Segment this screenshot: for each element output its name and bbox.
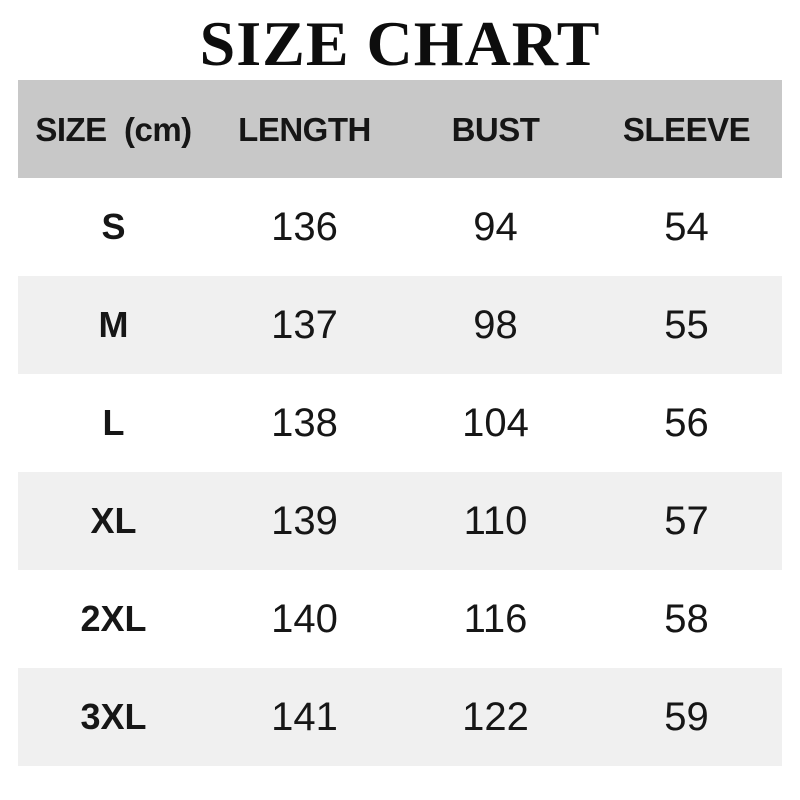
sleeve-value: 55	[664, 303, 709, 347]
table-row-xl: XL 139 110 57	[18, 472, 782, 570]
sleeve-value: 54	[664, 205, 709, 249]
table-header-row: SIZE (cm) LENGTH BUST SLEEVE	[18, 80, 782, 178]
bust-value: 94	[473, 205, 518, 249]
table-row-m: M 137 98 55	[18, 276, 782, 374]
length-value: 139	[271, 499, 338, 543]
size-label: 2XL	[80, 598, 147, 639]
sleeve-value: 56	[664, 401, 709, 445]
table-row-s: S 136 94 54	[18, 178, 782, 276]
size-label: 3XL	[80, 696, 147, 737]
size-table: SIZE (cm) LENGTH BUST SLEEVE S 136 94 54…	[18, 80, 782, 766]
size-label: S	[101, 206, 126, 247]
length-value: 136	[271, 205, 338, 249]
column-header-size: SIZE (cm)	[35, 110, 192, 148]
column-header-length: LENGTH	[238, 110, 371, 148]
bust-value: 110	[463, 499, 528, 543]
table-row-l: L 138 104 56	[18, 374, 782, 472]
bust-value: 122	[462, 695, 529, 739]
length-value: 138	[271, 401, 338, 445]
column-header-sleeve: SLEEVE	[622, 110, 751, 148]
page-title: SIZE CHART	[199, 8, 601, 79]
column-header-bust: BUST	[451, 110, 540, 148]
sleeve-value: 57	[664, 499, 709, 543]
sleeve-value: 58	[664, 597, 709, 641]
table-row-3xl: 3XL 141 122 59	[18, 668, 782, 766]
table-row-2xl: 2XL 140 116 58	[18, 570, 782, 668]
sleeve-value: 59	[664, 695, 709, 739]
bust-value: 104	[462, 401, 529, 445]
size-label: M	[98, 304, 129, 345]
length-value: 140	[271, 597, 338, 641]
bust-value: 116	[463, 597, 528, 641]
length-value: 137	[271, 303, 338, 347]
size-label: XL	[90, 500, 137, 541]
bust-value: 98	[473, 303, 518, 347]
length-value: 141	[271, 695, 338, 739]
size-label: L	[102, 402, 125, 443]
